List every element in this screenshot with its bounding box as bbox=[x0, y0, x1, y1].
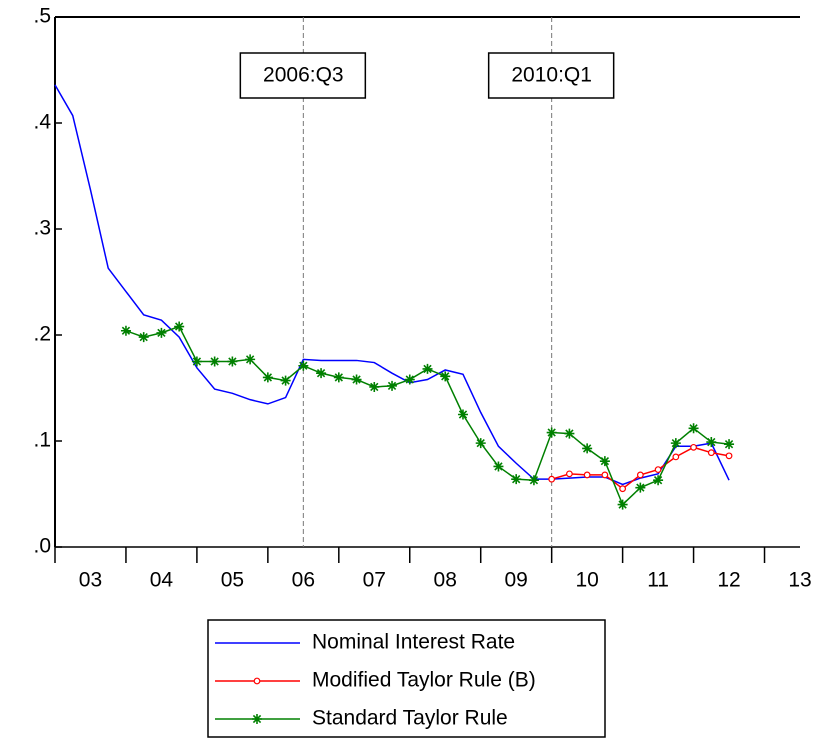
point bbox=[601, 471, 609, 479]
legend-label: Nominal Interest Rate bbox=[312, 631, 515, 654]
point bbox=[548, 475, 556, 483]
point bbox=[422, 363, 433, 374]
point bbox=[725, 452, 733, 460]
annotation-box bbox=[487, 52, 615, 99]
point bbox=[227, 356, 238, 367]
y-tick-label: .3 bbox=[33, 217, 51, 240]
annotation-label: 2010:Q1 bbox=[511, 64, 592, 87]
point bbox=[564, 428, 575, 439]
y-tick-label: .4 bbox=[33, 111, 51, 134]
point bbox=[583, 471, 591, 479]
point bbox=[351, 374, 362, 385]
point bbox=[369, 381, 380, 392]
point bbox=[706, 437, 717, 448]
series-line bbox=[54, 84, 730, 486]
legend-label: Standard Taylor Rule bbox=[312, 707, 508, 730]
x-tick-label: 03 bbox=[79, 569, 102, 592]
point bbox=[120, 325, 131, 336]
point bbox=[582, 443, 593, 454]
legend-marker bbox=[253, 677, 261, 685]
legend-marker bbox=[252, 714, 262, 724]
point bbox=[654, 466, 662, 474]
point bbox=[566, 470, 573, 478]
series-line bbox=[551, 446, 730, 490]
point bbox=[599, 456, 610, 467]
point bbox=[245, 354, 256, 365]
point bbox=[209, 356, 220, 367]
y-tick-label: .0 bbox=[33, 535, 51, 558]
x-tick-label: 06 bbox=[292, 569, 315, 592]
point bbox=[670, 438, 681, 449]
point bbox=[653, 475, 664, 486]
annotation-box bbox=[239, 52, 367, 99]
x-tick-label: 08 bbox=[434, 569, 457, 592]
point bbox=[636, 471, 644, 479]
x-tick-label: 13 bbox=[788, 569, 811, 592]
x-tick-label: 07 bbox=[363, 569, 386, 592]
annotation-label: 2006:Q3 bbox=[263, 64, 344, 87]
point bbox=[707, 449, 715, 457]
y-tick-label: .5 bbox=[33, 5, 51, 28]
legend-box bbox=[207, 619, 606, 738]
point bbox=[475, 438, 486, 449]
x-tick-label: 09 bbox=[505, 569, 528, 592]
point bbox=[138, 332, 149, 343]
point bbox=[316, 368, 327, 379]
point bbox=[333, 372, 344, 383]
x-tick-label: 04 bbox=[150, 569, 174, 592]
point bbox=[528, 475, 539, 486]
legend: Nominal Interest Rate Modified Taylor Rul… bbox=[207, 619, 606, 738]
point bbox=[688, 423, 699, 434]
point bbox=[262, 372, 273, 383]
x-tick-label: 10 bbox=[575, 569, 598, 592]
point bbox=[619, 485, 627, 493]
point bbox=[690, 443, 697, 451]
x-tick-label: 11 bbox=[647, 569, 669, 592]
point bbox=[493, 461, 504, 472]
series-line bbox=[125, 325, 730, 506]
point bbox=[724, 439, 735, 450]
point bbox=[672, 453, 680, 461]
x-tick-label: 12 bbox=[717, 569, 740, 592]
point bbox=[387, 380, 398, 391]
point bbox=[191, 356, 202, 367]
legend-label: Modified Taylor Rule (B) bbox=[312, 669, 536, 692]
point bbox=[156, 327, 167, 338]
point bbox=[404, 374, 415, 385]
point bbox=[546, 427, 557, 438]
point bbox=[635, 482, 646, 493]
point bbox=[440, 371, 451, 382]
point bbox=[298, 360, 309, 371]
point bbox=[174, 321, 185, 332]
point bbox=[457, 409, 468, 420]
y-tick-label: .1 bbox=[33, 429, 51, 452]
y-tick-label: .2 bbox=[33, 323, 51, 346]
point bbox=[617, 499, 628, 510]
point bbox=[511, 474, 522, 485]
point bbox=[280, 375, 291, 386]
x-tick-label: 05 bbox=[221, 569, 244, 592]
